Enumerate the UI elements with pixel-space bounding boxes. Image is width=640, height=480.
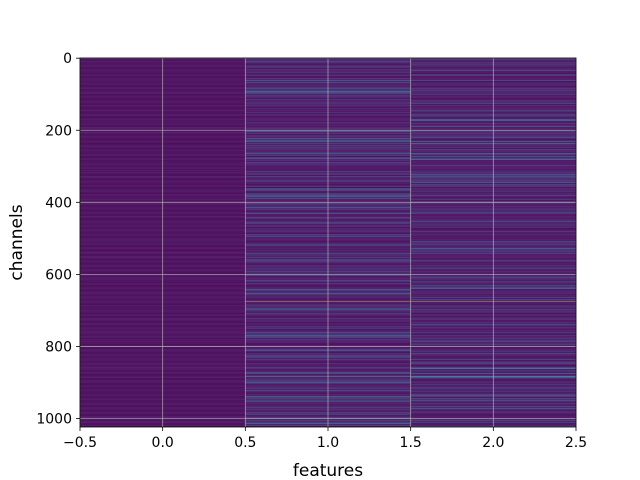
x-tick-label: 0.0 [152, 435, 174, 451]
x-tick-label: 2.0 [482, 435, 504, 451]
x-tick-label: 1.0 [317, 435, 339, 451]
y-axis-label: channels [7, 204, 27, 280]
x-tick-label: −0.5 [63, 435, 97, 451]
x-tick-label: 2.5 [565, 435, 587, 451]
y-axis-ticks: 0 200 400 600 800 1000 [36, 51, 80, 428]
x-axis-label: features [293, 461, 363, 480]
y-tick-label: 600 [45, 267, 72, 283]
y-tick-label: 1000 [36, 412, 72, 428]
x-tick-label: 1.5 [400, 435, 422, 451]
y-tick-label: 800 [45, 339, 72, 355]
x-tick-label: 0.5 [234, 435, 256, 451]
y-tick-label: 0 [63, 51, 72, 67]
y-tick-label: 200 [45, 123, 72, 139]
y-tick-label: 400 [45, 195, 72, 211]
x-axis-ticks: −0.5 0.0 0.5 1.0 1.5 2.0 2.5 [63, 427, 587, 451]
